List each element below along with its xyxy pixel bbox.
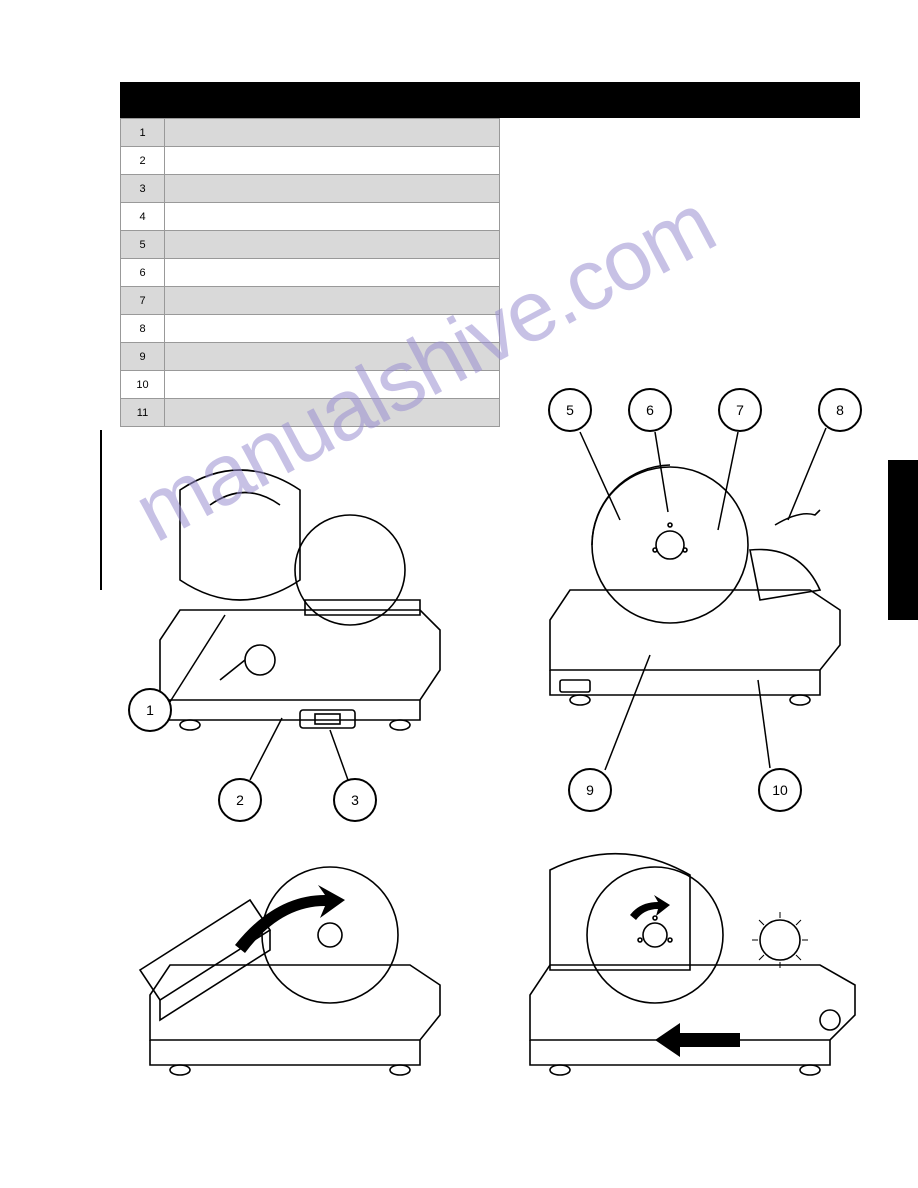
- callout-circle: 10: [758, 768, 802, 812]
- table-cell-num: 6: [121, 259, 165, 287]
- table-cell-name: [165, 147, 500, 175]
- callout-number: 9: [568, 768, 612, 812]
- table-cell-name: [165, 399, 500, 427]
- table-cell-num: 11: [121, 399, 165, 427]
- table-cell-name: [165, 203, 500, 231]
- callout-circle: 3: [333, 778, 377, 822]
- table-row: 5: [121, 231, 500, 259]
- table-cell-num: 4: [121, 203, 165, 231]
- margin-decoration: [100, 430, 102, 590]
- callout-circle: 5: [548, 388, 592, 432]
- callout-number: 5: [548, 388, 592, 432]
- table-row: 8: [121, 315, 500, 343]
- table-cell-name: [165, 231, 500, 259]
- table-row: 3: [121, 175, 500, 203]
- table-cell-name: [165, 175, 500, 203]
- callout-number: 6: [628, 388, 672, 432]
- table-cell-name: [165, 259, 500, 287]
- callout-circle: 2: [218, 778, 262, 822]
- table-cell-name: [165, 315, 500, 343]
- table-cell-num: 7: [121, 287, 165, 315]
- table-cell-num: 5: [121, 231, 165, 259]
- arrow-icon: [655, 1023, 740, 1057]
- table-row: 11: [121, 399, 500, 427]
- table-cell-num: 9: [121, 343, 165, 371]
- slicer-diagram-remove-blade: [510, 840, 870, 1110]
- table-row: 2: [121, 147, 500, 175]
- table-row: 7: [121, 287, 500, 315]
- table-cell-name: [165, 371, 500, 399]
- callout-circle: 1: [128, 688, 172, 732]
- slicer-diagram-fold: [120, 840, 450, 1110]
- table-cell-name: [165, 287, 500, 315]
- diagrams-area: 1 2 3 5 6 7 8 9 10: [120, 430, 880, 1130]
- callout-number: 10: [758, 768, 802, 812]
- table-row: 6: [121, 259, 500, 287]
- table-row: 10: [121, 371, 500, 399]
- callout-number: 8: [818, 388, 862, 432]
- table-cell-num: 2: [121, 147, 165, 175]
- table-cell-name: [165, 119, 500, 147]
- table-row: 1: [121, 119, 500, 147]
- table-row: 4: [121, 203, 500, 231]
- arrow-icon: [235, 885, 345, 953]
- table-cell-num: 10: [121, 371, 165, 399]
- callout-circle: 8: [818, 388, 862, 432]
- table-cell-num: 8: [121, 315, 165, 343]
- callout-number: 1: [128, 688, 172, 732]
- parts-table: 1 2 3 4 5 6 7: [120, 118, 500, 427]
- side-index-tab: [888, 460, 918, 620]
- callout-number: 2: [218, 778, 262, 822]
- callout-circle: 6: [628, 388, 672, 432]
- page-container: 1 2 3 4 5 6 7: [0, 0, 918, 1188]
- table-cell-num: 1: [121, 119, 165, 147]
- callout-circle: 9: [568, 768, 612, 812]
- table-cell-num: 3: [121, 175, 165, 203]
- arrow-icon: [630, 895, 670, 920]
- callout-number: 7: [718, 388, 762, 432]
- parts-table-body: 1 2 3 4 5 6 7: [121, 119, 500, 427]
- table-cell-name: [165, 343, 500, 371]
- table-row: 9: [121, 343, 500, 371]
- callout-circle: 7: [718, 388, 762, 432]
- callout-number: 3: [333, 778, 377, 822]
- section-header-bar: [120, 82, 860, 118]
